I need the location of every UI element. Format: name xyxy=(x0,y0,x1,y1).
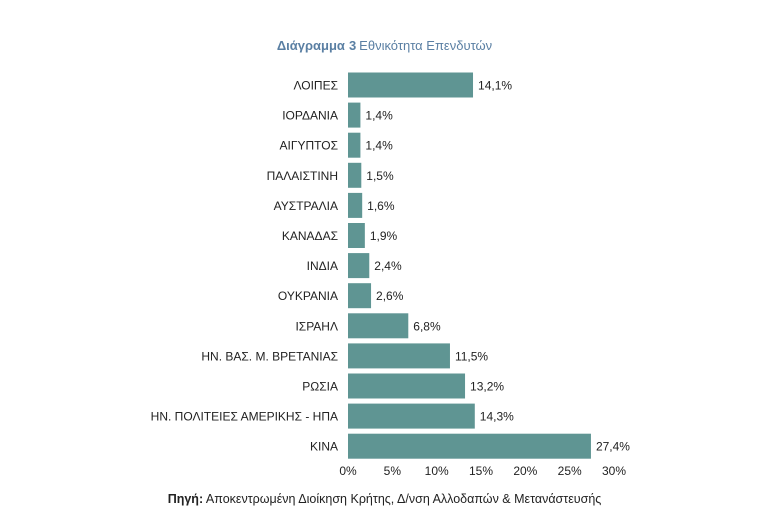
bar xyxy=(348,373,466,399)
bar xyxy=(348,192,363,218)
x-tick-label: 0% xyxy=(339,464,357,478)
bar xyxy=(348,433,591,459)
data-label: 13,2% xyxy=(470,380,504,394)
data-label: 14,3% xyxy=(480,410,514,424)
x-tick-label: 5% xyxy=(384,464,402,478)
bar xyxy=(348,102,361,128)
bar xyxy=(348,283,372,309)
category-label: ΗΝ. ΠΟΛΙΤΕΙΕΣ ΑΜΕΡΙΚΗΣ - ΗΠΑ xyxy=(151,410,338,424)
data-label: 1,9% xyxy=(370,229,398,243)
data-label: 1,4% xyxy=(365,139,393,153)
data-label: 2,6% xyxy=(376,289,404,303)
category-label: ΚΙΝΑ xyxy=(310,440,338,454)
bar xyxy=(348,403,475,429)
x-tick-label: 25% xyxy=(558,464,582,478)
source-note: Πηγή: Αποκεντρωμένη Διοίκηση Κρήτης, Δ/ν… xyxy=(0,492,769,506)
data-label: 1,5% xyxy=(366,169,394,183)
bar xyxy=(348,72,474,98)
bar xyxy=(348,313,409,339)
data-label: 6,8% xyxy=(413,319,441,333)
category-label: ΑΥΣΤΡΑΛΙΑ xyxy=(274,199,338,213)
source-text: Αποκεντρωμένη Διοίκηση Κρήτης, Δ/νση Αλλ… xyxy=(205,492,602,506)
chart-title-number: 3 xyxy=(348,38,357,53)
category-label: ΑΙΓΥΠΤΟΣ xyxy=(280,139,338,153)
category-label: ΛΟΙΠΕΣ xyxy=(293,79,338,93)
data-label: 11,5% xyxy=(455,349,488,363)
data-label: 1,4% xyxy=(365,109,393,123)
bar xyxy=(348,223,365,248)
category-label: ΗΝ. ΒΑΣ. Μ. ΒΡΕΤΑΝΙΑΣ xyxy=(201,349,338,363)
x-tick-label: 20% xyxy=(513,464,537,478)
bar xyxy=(348,162,362,188)
category-label: ΡΩΣΙΑ xyxy=(302,380,338,394)
category-label: ΙΟΡΔΑΝΙΑ xyxy=(282,109,338,123)
bar xyxy=(348,132,361,158)
category-label: ΙΝΔΙΑ xyxy=(307,259,338,273)
chart-title-text: Εθνικότητα Επενδυτών xyxy=(359,38,493,53)
data-label: 27,4% xyxy=(596,440,630,454)
x-tick-label: 10% xyxy=(425,464,449,478)
data-label: 2,4% xyxy=(374,259,402,273)
data-label: 14,1% xyxy=(478,79,512,93)
source-label: Πηγή: xyxy=(167,492,204,506)
category-label: ΚΑΝΑΔΑΣ xyxy=(282,229,338,243)
chart-title-prefix: Διάγραμμα xyxy=(276,38,345,53)
category-label: ΟΥΚΡΑΝΙΑ xyxy=(278,289,338,303)
x-tick-label: 30% xyxy=(602,464,626,478)
x-tick-label: 15% xyxy=(469,464,493,478)
bar xyxy=(348,253,370,279)
bar xyxy=(348,343,450,369)
category-label: ΠΑΛΑΙΣΤΙΝΗ xyxy=(267,169,338,183)
category-label: ΙΣΡΑΗΛ xyxy=(295,319,338,333)
data-label: 1,6% xyxy=(367,199,395,213)
chart-title: Διάγραμμα 3 Εθνικότητα Επενδυτών xyxy=(0,38,769,53)
